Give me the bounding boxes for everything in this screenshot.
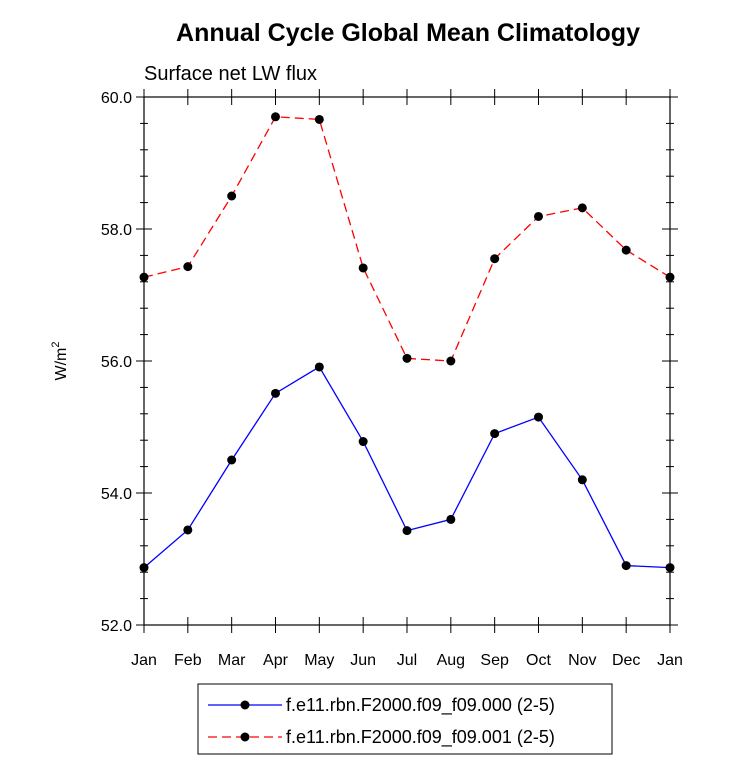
legend-entries: f.e11.rbn.F2000.f09_f09.000 (2-5) f.e11.r…	[208, 695, 555, 748]
x-tick-label: Jul	[397, 652, 417, 669]
x-tick-label: May	[304, 652, 334, 669]
data-point	[271, 388, 280, 398]
y-axis-label: W/m2	[50, 342, 70, 381]
chart-subtitle: Surface net LW flux	[144, 63, 317, 85]
y-axis-label-base: W/m	[53, 348, 70, 381]
data-point	[577, 475, 587, 485]
data-point	[621, 245, 631, 255]
x-tick-label: Aug	[437, 652, 465, 669]
x-tick-labels: Jan Feb Mar Apr May Jun Jul Aug Sep Oct Nov Dec Jan	[131, 652, 683, 669]
axis-ticks	[136, 89, 678, 633]
data-point	[402, 353, 412, 363]
svg-text:W/m2: W/m2	[50, 342, 70, 381]
data-point	[227, 191, 237, 201]
y-tick-label: 54.0	[101, 486, 132, 503]
series-line-1	[143, 366, 671, 569]
legend-label: f.e11.rbn.F2000.f09_f09.000 (2-5)	[286, 695, 555, 716]
data-point	[446, 356, 456, 366]
data-point	[358, 437, 368, 447]
x-tick-label: Jan	[131, 652, 157, 669]
x-tick-label: Dec	[612, 652, 640, 669]
data-point	[534, 412, 543, 422]
data-point	[621, 561, 631, 571]
x-tick-label: Nov	[568, 652, 596, 669]
data-point	[665, 272, 675, 282]
x-tick-label: Jun	[350, 652, 376, 669]
data-point	[490, 429, 500, 439]
x-tick-label: Oct	[526, 652, 551, 669]
x-tick-label: Mar	[218, 652, 246, 669]
legend-box	[197, 683, 613, 755]
x-tick-label: Sep	[480, 652, 509, 669]
y-tick-label: 56.0	[101, 354, 132, 371]
data-point	[446, 514, 456, 524]
data-point	[402, 526, 412, 536]
legend-marker	[240, 732, 250, 742]
x-tick-label: Apr	[263, 652, 289, 669]
x-tick-label: Jan	[657, 652, 683, 669]
data-point	[314, 362, 324, 372]
data-point	[183, 525, 193, 535]
data-series	[139, 112, 675, 573]
data-point	[358, 263, 368, 273]
legend-marker	[240, 700, 250, 710]
data-point	[183, 262, 193, 272]
y-tick-label: 52.0	[101, 618, 132, 635]
x-tick-label: Feb	[174, 652, 202, 669]
y-tick-label: 58.0	[101, 222, 132, 239]
y-tick-labels: 52.0 54.0 56.0 58.0 60.0	[101, 90, 132, 635]
chart-title: Annual Cycle Global Mean Climatology	[176, 19, 640, 47]
data-point	[139, 563, 149, 573]
y-axis-label-superscript: 2	[50, 342, 62, 348]
data-point	[227, 455, 237, 465]
data-point	[314, 114, 324, 124]
data-point	[490, 254, 500, 264]
legend: f.e11.rbn.F2000.f09_f09.000 (2-5) f.e11.r…	[197, 683, 613, 755]
data-point	[534, 211, 543, 221]
y-tick-label: 60.0	[101, 90, 132, 107]
data-point	[271, 112, 280, 122]
data-point	[665, 563, 675, 573]
data-point	[577, 203, 587, 213]
legend-label: f.e11.rbn.F2000.f09_f09.001 (2-5)	[286, 727, 555, 748]
series-line-2	[143, 116, 671, 362]
data-point	[139, 272, 149, 282]
